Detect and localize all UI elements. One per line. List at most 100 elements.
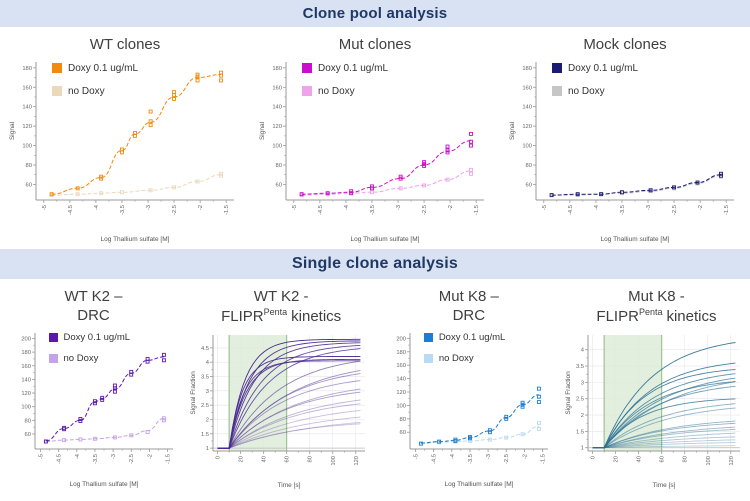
svg-text:80: 80 [683, 456, 689, 462]
svg-text:-2.5: -2.5 [422, 205, 428, 215]
title-line-2: DRC [452, 306, 486, 324]
svg-text:-5: -5 [42, 205, 48, 210]
svg-text:-3.5: -3.5 [468, 454, 474, 464]
svg-text:140: 140 [21, 377, 31, 383]
svg-text:-1.5: -1.5 [540, 454, 546, 464]
legend-label-doxy: Doxy 0.1 ug/mL [568, 62, 639, 74]
svg-text:100: 100 [331, 456, 337, 466]
wt-k2-kinetics-title: WT K2 - FLIPRPenta kinetics [221, 288, 341, 327]
panel-mut-clones: Mut clones 60 80 100 120 140 160 180 -5 -4.5 -4 -3… [250, 27, 500, 246]
svg-text:80: 80 [399, 416, 405, 422]
mock-clones-chart: 60 80 100 120 140 160 180 -5 -4.5 -4 -3.5 -3 -2.5 -2 -… [508, 57, 742, 248]
svg-text:160: 160 [522, 85, 532, 91]
svg-text:-5: -5 [413, 454, 419, 459]
title-line-1: Mut K8 - [628, 288, 685, 305]
svg-text:80: 80 [526, 163, 532, 169]
svg-text:-4: -4 [450, 453, 456, 459]
svg-text:2.5: 2.5 [576, 396, 584, 402]
svg-text:-2.5: -2.5 [172, 205, 178, 215]
kinetics-label: kinetics [666, 307, 717, 325]
legend-item-no-doxy: no Doxy [552, 86, 638, 97]
svg-text:120: 120 [729, 456, 735, 466]
legend-item-no-doxy: no Doxy [302, 86, 388, 97]
svg-text:4: 4 [206, 360, 210, 366]
panel-wt-k2-drc: WT K2 – DRC 60 80 100 120 140 160 180 200 -5 -4.5… [0, 279, 187, 501]
svg-text:40: 40 [262, 456, 268, 462]
svg-text:100: 100 [22, 143, 32, 149]
svg-text:-4.5: -4.5 [56, 454, 62, 464]
mut-k8-drc-chart: 60 80 100 120 140 160 180 200 -5 -4.5 -4 -3.5 -3 -2.5… [384, 328, 554, 493]
no-doxy-swatch-icon [52, 86, 62, 97]
no-doxy-swatch-icon [302, 86, 312, 97]
svg-text:Log Thallium sulfate [M]: Log Thallium sulfate [M] [351, 236, 420, 243]
legend-item-doxy: Doxy 0.1 ug/mL [52, 63, 138, 74]
svg-text:-4: -4 [344, 204, 350, 210]
svg-text:1: 1 [581, 445, 584, 451]
svg-text:200: 200 [396, 336, 406, 342]
section-header-clone-pool: Clone pool analysis [0, 0, 750, 27]
svg-text:Log Thallium sulfate [M]: Log Thallium sulfate [M] [444, 481, 513, 488]
svg-text:-4.5: -4.5 [431, 454, 437, 464]
svg-text:-3.5: -3.5 [92, 454, 98, 464]
svg-text:-5: -5 [292, 205, 298, 210]
mock-clones-legend: Doxy 0.1 ug/mL no Doxy [552, 63, 638, 97]
svg-text:-2.5: -2.5 [129, 454, 135, 464]
wt-k2-drc-title: WT K2 – DRC [64, 288, 122, 326]
svg-text:60: 60 [526, 182, 532, 188]
svg-text:-2: -2 [698, 205, 704, 210]
svg-text:120: 120 [396, 390, 406, 396]
svg-text:Signal Fraction: Signal Fraction [190, 370, 197, 414]
wt-clones-title: WT clones [89, 36, 161, 53]
legend-item-doxy: Doxy 0.1 ug/mL [48, 332, 130, 343]
wt-clones-legend: Doxy 0.1 ug/mL no Doxy [52, 63, 138, 97]
svg-text:20: 20 [614, 456, 620, 462]
panel-wt-k2-kinetics: WT K2 - FLIPRPenta kinetics 1 1.5 2 2.5 3 3.5 4… [188, 279, 375, 501]
flipr-sup: Penta [263, 306, 288, 317]
no-doxy-swatch-icon [423, 353, 433, 363]
legend-item-doxy: Doxy 0.1 ug/mL [302, 63, 388, 74]
svg-text:-4: -4 [594, 204, 600, 210]
svg-text:-1.5: -1.5 [224, 205, 230, 215]
wt-clones-chart: 60 80 100 120 140 160 180 -5 -4.5 -4 -3.5 -3 -2.5 -2 -… [8, 57, 242, 248]
svg-text:Signal: Signal [509, 121, 516, 140]
svg-text:180: 180 [522, 66, 532, 72]
svg-text:80: 80 [24, 418, 30, 424]
wt-clones-plot: 60 80 100 120 140 160 180 -5 -4.5 -4 -3.5 -3 -2.5 -2 -… [9, 61, 234, 243]
svg-text:-4.5: -4.5 [68, 205, 74, 215]
svg-text:120: 120 [21, 391, 31, 397]
svg-text:-2: -2 [522, 454, 528, 459]
svg-text:160: 160 [396, 363, 406, 369]
single-clone-chart-row: WT K2 – DRC 60 80 100 120 140 160 180 200 -5 -4.5… [0, 279, 750, 501]
svg-text:Signal Fraction: Signal Fraction [565, 370, 572, 414]
no-doxy-swatch-icon [552, 86, 562, 97]
svg-text:Signal: Signal [259, 121, 266, 140]
svg-text:140: 140 [522, 104, 532, 110]
svg-text:160: 160 [272, 85, 282, 91]
mut-k8-kinetics-chart: 1 1.5 2 2.5 3 3.5 4 0 20 40 60 80 100 120 Time [s] Sign… [564, 329, 748, 494]
svg-text:20: 20 [239, 456, 245, 462]
panel-wt-clones: WT clones 60 80 100 120 140 160 180 -5 -4.5 -4 -3.… [0, 27, 250, 246]
mut-clones-chart: 60 80 100 120 140 160 180 -5 -4.5 -4 -3.5 -3 -2.5 -2 -… [258, 57, 492, 248]
svg-text:-3.5: -3.5 [120, 205, 126, 215]
svg-text:-1.5: -1.5 [724, 205, 730, 215]
svg-text:120: 120 [522, 124, 532, 130]
svg-text:80: 80 [308, 456, 314, 462]
doxy-swatch-icon [48, 332, 58, 342]
section-header-single-clone: Single clone analysis [0, 249, 750, 279]
svg-text:Time [s]: Time [s] [278, 482, 301, 489]
wt-k2-drc-plot: 60 80 100 120 140 160 180 200 -5 -4.5 -4 -3.5 -3 -2.5… [21, 332, 173, 488]
title-line-1: Mut K8 – [438, 288, 499, 305]
svg-text:60: 60 [24, 431, 30, 437]
svg-text:-2: -2 [147, 454, 153, 459]
svg-text:2: 2 [206, 417, 209, 423]
svg-text:100: 100 [522, 143, 532, 149]
svg-text:Log Thallium sulfate [M]: Log Thallium sulfate [M] [601, 236, 670, 243]
svg-text:100: 100 [396, 403, 406, 409]
svg-text:100: 100 [272, 143, 282, 149]
mut-k8-drc-plot: 60 80 100 120 140 160 180 200 -5 -4.5 -4 -3.5 -3 -2.5… [396, 332, 548, 488]
svg-text:4: 4 [581, 347, 585, 353]
svg-text:Log Thallium sulfate [M]: Log Thallium sulfate [M] [69, 481, 138, 488]
svg-text:-4.5: -4.5 [318, 205, 324, 215]
mut-k8-drc-title: Mut K8 – DRC [439, 288, 499, 326]
svg-text:-4: -4 [94, 204, 100, 210]
